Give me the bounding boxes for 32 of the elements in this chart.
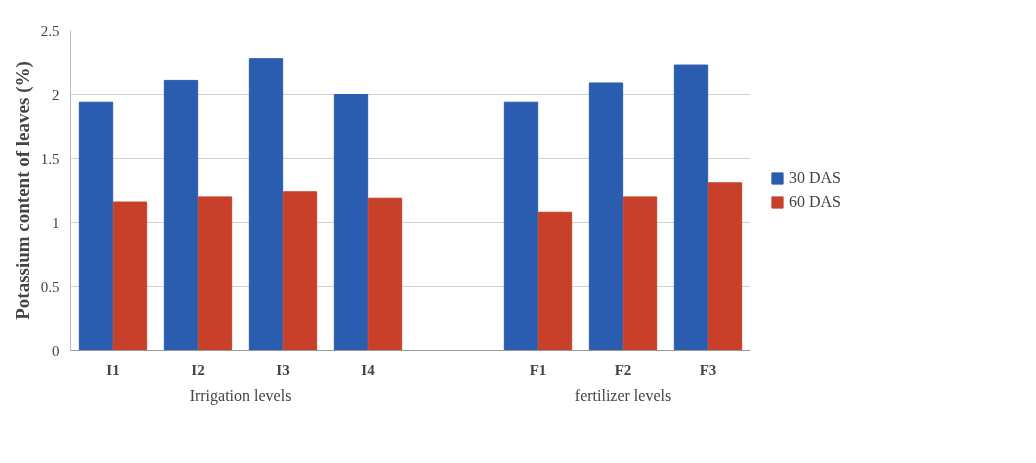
y-tick-label: 1: [52, 214, 60, 231]
legend-label: 30 DAS: [789, 169, 842, 187]
y-tick-label: 1.5: [40, 150, 60, 167]
bar: [282, 191, 318, 351]
y-tick-label: 2.5: [40, 22, 60, 39]
bar: [503, 101, 539, 351]
x-tick-label: F1: [529, 361, 547, 378]
x-tick-label: I2: [191, 361, 205, 378]
bar: [78, 101, 114, 351]
x-tick-label: F2: [614, 361, 632, 378]
y-tick-label: 2: [52, 86, 60, 103]
bar: [707, 182, 743, 351]
bar: [248, 58, 284, 351]
text: Irrigation levels: [189, 386, 292, 405]
x-tick-label: F3: [699, 361, 717, 378]
x-tick-label: I3: [276, 361, 290, 378]
bar: [163, 79, 199, 351]
bar: [333, 94, 369, 351]
bar: [197, 196, 233, 351]
legend-label: 60 DAS: [789, 193, 842, 211]
bar: [537, 211, 573, 351]
x-tick-label: I4: [361, 361, 376, 378]
x-tick-label: I1: [106, 361, 120, 378]
y-axis-title: Potassium content of leaves (%): [11, 61, 34, 320]
bar: [112, 201, 148, 351]
bar: [673, 64, 709, 351]
bar: [622, 196, 658, 351]
bar: [367, 197, 403, 351]
text: fertilizer levels: [574, 386, 672, 404]
y-tick-label: 0: [52, 342, 60, 359]
y-tick-label: 0.5: [40, 278, 60, 295]
bar: [588, 82, 624, 351]
